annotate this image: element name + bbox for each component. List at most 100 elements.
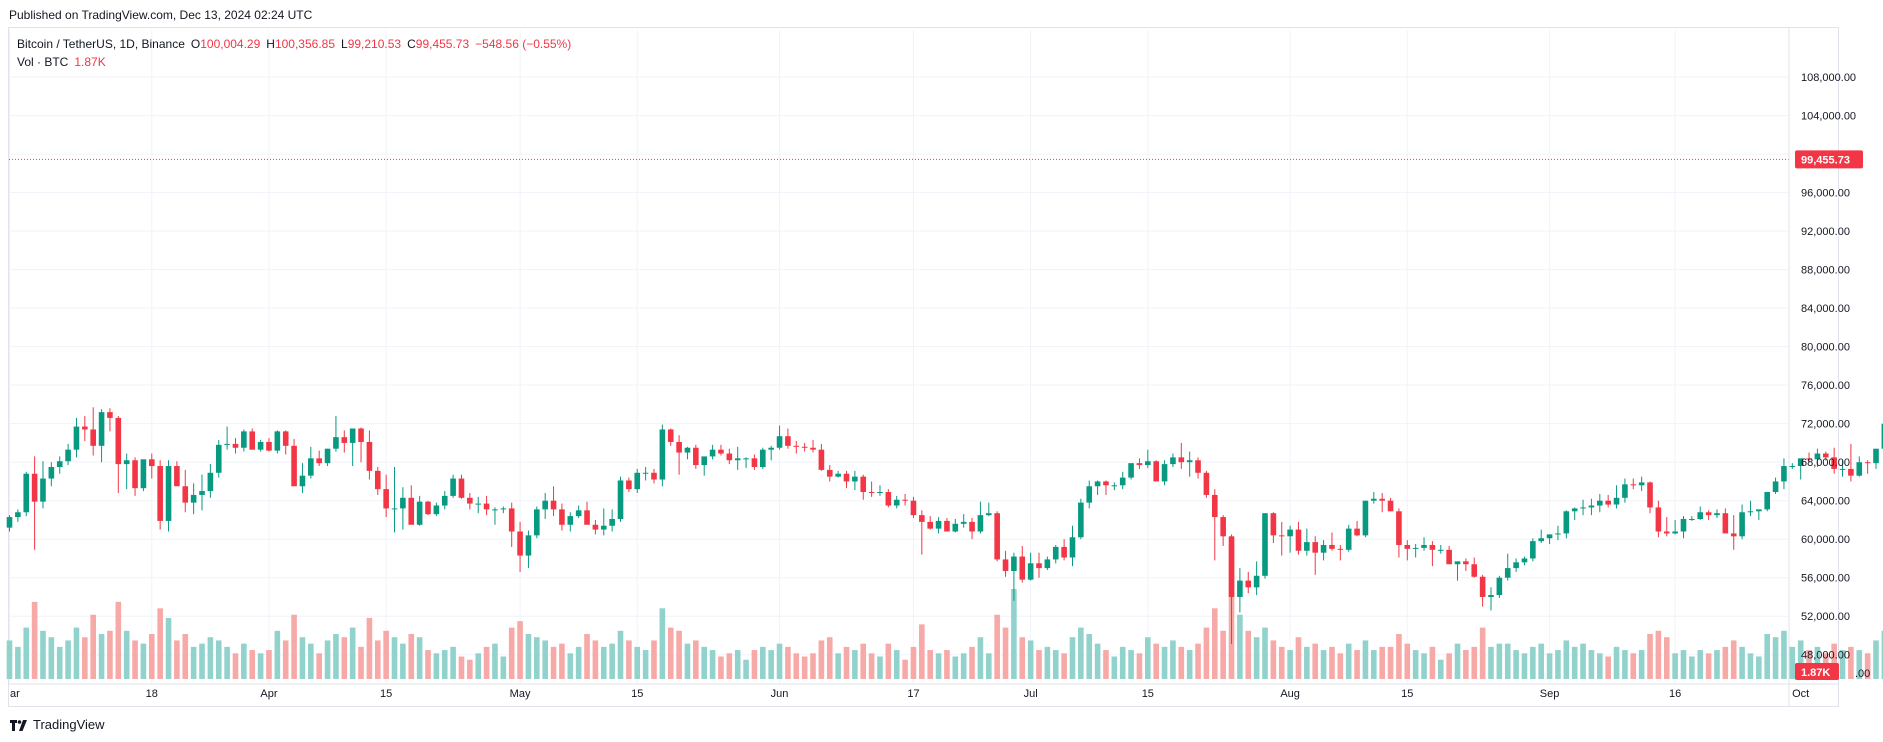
candle-body bbox=[73, 426, 80, 450]
volume-bar bbox=[1111, 656, 1118, 679]
candle-body bbox=[935, 520, 942, 529]
candle-body bbox=[559, 509, 565, 525]
candle-body bbox=[341, 437, 348, 443]
volume-bar bbox=[793, 653, 800, 679]
volume-bar bbox=[1613, 646, 1620, 679]
volume-bar bbox=[919, 624, 925, 679]
volume-bar bbox=[1538, 643, 1545, 679]
published-caption: Published on TradingView.com, Dec 13, 20… bbox=[9, 8, 313, 22]
volume-bar bbox=[1789, 646, 1796, 679]
volume-bar bbox=[483, 646, 490, 679]
volume-bar bbox=[48, 637, 55, 679]
volume-bar bbox=[500, 656, 507, 679]
candle-body bbox=[174, 466, 180, 487]
candle-body bbox=[123, 460, 130, 465]
volume-bar bbox=[826, 637, 833, 679]
volume-bar bbox=[1320, 650, 1327, 679]
volume-bar bbox=[1638, 650, 1645, 679]
candle-body bbox=[1111, 485, 1118, 487]
time-tick-label: 15 bbox=[1142, 688, 1154, 700]
volume-bar bbox=[542, 640, 548, 679]
volume-bar bbox=[584, 634, 590, 679]
volume-bar bbox=[534, 637, 540, 679]
volume-bar bbox=[760, 646, 766, 679]
volume-bar bbox=[341, 637, 348, 679]
candle-body bbox=[467, 497, 473, 504]
candle-body bbox=[1262, 513, 1268, 576]
candle-body bbox=[952, 523, 959, 532]
candle-body bbox=[215, 444, 222, 473]
candle-body bbox=[1563, 511, 1570, 534]
volume-bar bbox=[98, 634, 105, 679]
volume-bar bbox=[316, 653, 322, 679]
volume-bar bbox=[1329, 646, 1335, 679]
volume-label[interactable]: Vol · BTC bbox=[17, 55, 69, 69]
volume-bar bbox=[1186, 650, 1193, 679]
candle-body bbox=[1295, 529, 1302, 551]
symbol-label[interactable]: Bitcoin / TetherUS, 1D, Binance bbox=[17, 37, 185, 51]
candle-body bbox=[960, 521, 967, 524]
candle-body bbox=[1220, 517, 1226, 537]
volume-bar bbox=[115, 601, 122, 679]
candle-body bbox=[1546, 534, 1553, 539]
candle-body bbox=[768, 447, 774, 450]
volume-bar bbox=[433, 653, 440, 679]
volume-bar bbox=[1253, 637, 1260, 679]
low-label: L bbox=[341, 37, 348, 51]
candle-body bbox=[902, 499, 908, 501]
volume-bar bbox=[1145, 637, 1151, 679]
volume-bar bbox=[475, 653, 482, 679]
candle-body bbox=[241, 431, 247, 448]
time-axis: ar18Apr15May15Jun17Jul15Aug15Sep16Oct15N… bbox=[9, 28, 1838, 706]
volume-bar bbox=[1864, 653, 1871, 679]
close-label: C bbox=[407, 37, 416, 51]
candle-body bbox=[383, 489, 389, 509]
price-tick-label: 84,000.00 bbox=[1801, 303, 1850, 315]
time-tick-label: 15 bbox=[380, 688, 392, 700]
candle-body bbox=[358, 428, 364, 442]
volume-bar bbox=[1848, 646, 1854, 679]
time-tick-label: 16 bbox=[1669, 688, 1681, 700]
volume-bar bbox=[65, 640, 71, 679]
volume-bar bbox=[1622, 650, 1628, 679]
volume-bar bbox=[1714, 650, 1720, 679]
volume-bar bbox=[241, 643, 247, 679]
volume-bar bbox=[969, 646, 975, 679]
volume-bar bbox=[1739, 646, 1745, 679]
volume-bar bbox=[383, 630, 389, 679]
candle-body bbox=[684, 447, 691, 453]
candle-body bbox=[718, 449, 724, 454]
candle-body bbox=[157, 466, 163, 521]
candle-body bbox=[609, 518, 615, 526]
candle-body bbox=[249, 431, 256, 450]
candle-body bbox=[743, 458, 749, 460]
candle-body bbox=[140, 459, 147, 489]
volume-bar bbox=[985, 653, 992, 679]
candle-body bbox=[425, 501, 431, 515]
candle-body bbox=[1153, 461, 1159, 482]
candle-body bbox=[994, 513, 1000, 560]
volume-bar bbox=[852, 650, 858, 679]
volume-bar bbox=[1128, 650, 1134, 679]
volume-bar bbox=[893, 650, 900, 679]
candle-body bbox=[818, 449, 825, 470]
candle-body bbox=[1002, 559, 1009, 571]
time-tick-label: Apr bbox=[260, 688, 277, 700]
volume-bar bbox=[333, 634, 339, 679]
price-badge bbox=[1795, 150, 1863, 169]
volume-bar bbox=[416, 637, 423, 679]
price-candles bbox=[6, 407, 1883, 645]
volume-bar bbox=[592, 640, 599, 679]
price-tick-label: 56,000.00 bbox=[1801, 573, 1850, 585]
candle-body bbox=[492, 509, 498, 511]
candle-body bbox=[1421, 544, 1427, 548]
candle-body bbox=[199, 491, 205, 495]
volume-bar bbox=[349, 627, 356, 679]
candle-body bbox=[726, 453, 733, 461]
candle-body bbox=[148, 459, 155, 467]
candle-body bbox=[534, 509, 540, 536]
candle-body bbox=[458, 478, 465, 498]
volume-bar bbox=[1027, 640, 1034, 679]
candle-body bbox=[1605, 500, 1611, 505]
